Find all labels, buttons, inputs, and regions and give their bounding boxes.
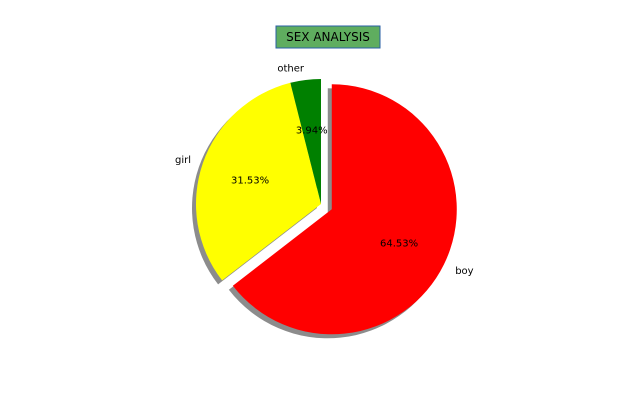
pie-pct-label-boy: 64.53% <box>380 238 418 249</box>
pie-labels: 64.53% boy 31.53% girl 3.94% other <box>175 64 474 277</box>
pie-pct-label-other: 3.94% <box>296 126 328 137</box>
pie-slice-boy <box>232 84 457 335</box>
pie-label-other: other <box>277 64 305 75</box>
pie-slice-girl <box>196 82 321 281</box>
chart-title-text: SEX ANALYSIS <box>286 30 370 44</box>
chart-title: SEX ANALYSIS <box>275 25 381 49</box>
chart-title-box <box>275 25 381 49</box>
pie-label-girl: girl <box>175 155 191 166</box>
pie-pct-label-girl: 31.53% <box>231 176 269 187</box>
pie-label-boy: boy <box>455 266 473 277</box>
pie-slice-other <box>290 79 321 204</box>
pie-wedges <box>196 79 457 335</box>
